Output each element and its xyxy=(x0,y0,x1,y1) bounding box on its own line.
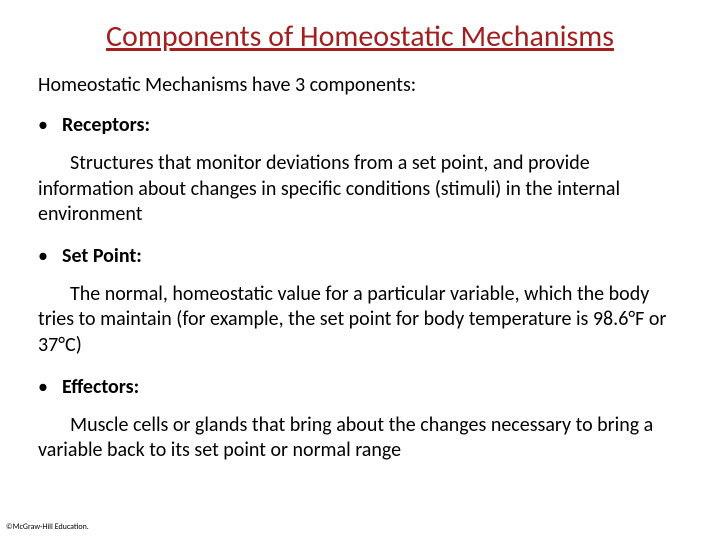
bullet-item: • Effectors: xyxy=(38,375,690,399)
slide: Components of Homeostatic Mechanisms Hom… xyxy=(0,0,720,540)
intro-text: Homeostatic Mechanisms have 3 components… xyxy=(38,73,690,97)
copyright-text: ©McGraw-Hill Education. xyxy=(6,522,89,532)
bullet-definition: Muscle cells or glands that bring about … xyxy=(38,413,678,464)
bullet-icon: • xyxy=(38,246,62,266)
bullet-icon: • xyxy=(38,115,62,135)
bullet-label: Effectors: xyxy=(62,375,139,399)
bullet-item: • Receptors: xyxy=(38,113,690,137)
bullet-definition: The normal, homeostatic value for a part… xyxy=(38,282,678,359)
bullet-icon: • xyxy=(38,377,62,397)
bullet-definition: Structures that monitor deviations from … xyxy=(38,151,678,228)
bullet-label: Set Point: xyxy=(62,244,142,268)
bullet-item: • Set Point: xyxy=(38,244,690,268)
slide-title: Components of Homeostatic Mechanisms xyxy=(30,18,690,55)
bullet-label: Receptors: xyxy=(62,113,150,137)
